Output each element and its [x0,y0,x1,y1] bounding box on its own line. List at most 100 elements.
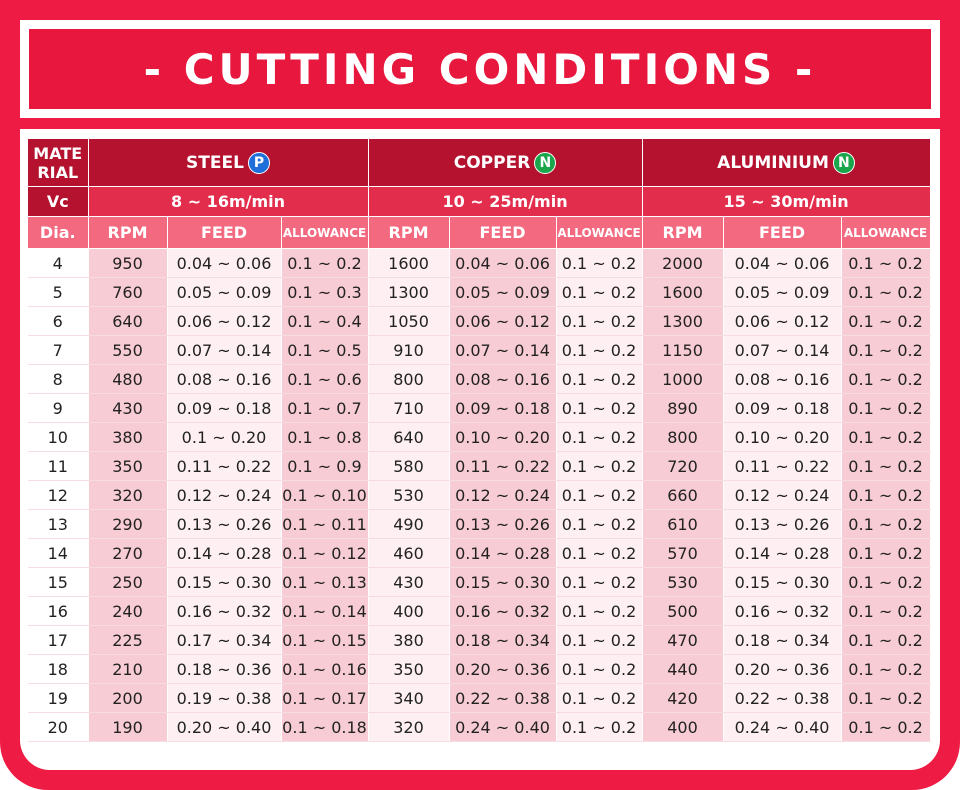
aluminium-feed-cell: 0.12 ~ 0.24 [723,480,842,510]
copper-feed-cell: 0.09 ~ 0.18 [449,393,557,423]
aluminium-feed-cell: 0.05 ~ 0.09 [723,277,842,307]
steel-feed-cell: 0.1 ~ 0.20 [167,422,282,452]
copper-feed-cell: 0.14 ~ 0.28 [449,538,557,568]
copper-feed-cell: 0.10 ~ 0.20 [449,422,557,452]
dia-cell: 6 [28,306,89,336]
aluminium-feed-cell: 0.22 ~ 0.38 [723,683,842,713]
dia-cell: 10 [28,422,89,452]
aluminium-rpm-cell: 470 [642,625,724,655]
copper-rpm-cell: 350 [368,654,450,684]
copper-rpm-cell: 380 [368,625,450,655]
steel-allowance-cell: 0.1 ~ 0.18 [281,712,369,742]
vc-label: Vc [28,186,89,217]
vc-aluminium: 15 ~ 30m/min [642,186,931,217]
table-row: 16 240 0.16 ~ 0.32 0.1 ~ 0.14 400 0.16 ~ 0.32… [28,596,931,626]
steel-feed-cell: 0.07 ~ 0.14 [167,335,282,365]
dia-cell: 5 [28,277,89,307]
copper-feed-cell: 0.07 ~ 0.14 [449,335,557,365]
copper-allowance-cell: 0.1 ~ 0.2 [556,335,643,365]
steel-feed-header: FEED [167,216,282,249]
aluminium-feed-cell: 0.08 ~ 0.16 [723,364,842,394]
dia-cell: 11 [28,451,89,481]
title-inner: - CUTTING CONDITIONS - [29,29,931,109]
copper-feed-cell: 0.12 ~ 0.24 [449,480,557,510]
steel-rpm-cell: 480 [88,364,168,394]
aluminium-rpm-cell: 420 [642,683,724,713]
page-title: - CUTTING CONDITIONS - [143,44,817,94]
table-row: 10 380 0.1 ~ 0.20 0.1 ~ 0.8 640 0.10 ~ 0.20 0.… [28,422,931,452]
aluminium-feed-cell: 0.11 ~ 0.22 [723,451,842,481]
aluminium-rpm-cell: 2000 [642,248,724,278]
copper-feed-cell: 0.18 ~ 0.34 [449,625,557,655]
steel-feed-cell: 0.12 ~ 0.24 [167,480,282,510]
steel-rpm-cell: 270 [88,538,168,568]
copper-allowance-cell: 0.1 ~ 0.2 [556,538,643,568]
steel-feed-cell: 0.13 ~ 0.26 [167,509,282,539]
steel-rpm-cell: 250 [88,567,168,597]
copper-rpm-cell: 910 [368,335,450,365]
aluminium-feed-cell: 0.20 ~ 0.36 [723,654,842,684]
copper-allowance-cell: 0.1 ~ 0.2 [556,364,643,394]
copper-allowance-cell: 0.1 ~ 0.2 [556,712,643,742]
dia-cell: 14 [28,538,89,568]
aluminium-feed-cell: 0.13 ~ 0.26 [723,509,842,539]
table-row: 8 480 0.08 ~ 0.16 0.1 ~ 0.6 800 0.08 ~ 0.16 0.… [28,364,931,394]
material-aluminium: ALUMINIUM N [642,139,931,187]
aluminium-rpm-cell: 400 [642,712,724,742]
aluminium-allowance-cell: 0.1 ~ 0.2 [841,654,931,684]
aluminium-rpm-cell: 890 [642,393,724,423]
aluminium-feed-cell: 0.16 ~ 0.32 [723,596,842,626]
aluminium-allowance-cell: 0.1 ~ 0.2 [841,335,931,365]
steel-feed-cell: 0.17 ~ 0.34 [167,625,282,655]
aluminium-allowance-cell: 0.1 ~ 0.2 [841,422,931,452]
table-row: 15 250 0.15 ~ 0.30 0.1 ~ 0.13 430 0.15 ~ 0.30… [28,567,931,597]
aluminium-allowance-cell: 0.1 ~ 0.2 [841,393,931,423]
steel-feed-cell: 0.19 ~ 0.38 [167,683,282,713]
steel-rpm-cell: 640 [88,306,168,336]
material-label: MATE RIAL [28,139,89,187]
copper-grade-badge: N [534,151,557,174]
aluminium-feed-cell: 0.04 ~ 0.06 [723,248,842,278]
steel-feed-cell: 0.06 ~ 0.12 [167,306,282,336]
steel-rpm-cell: 380 [88,422,168,452]
copper-feed-cell: 0.16 ~ 0.32 [449,596,557,626]
steel-allowance-cell: 0.1 ~ 0.10 [281,480,369,510]
table-row: 7 550 0.07 ~ 0.14 0.1 ~ 0.5 910 0.07 ~ 0.14 0.… [28,335,931,365]
steel-feed-cell: 0.11 ~ 0.22 [167,451,282,481]
steel-rpm-header: RPM [88,216,168,249]
aluminium-rpm-cell: 720 [642,451,724,481]
aluminium-rpm-cell: 1300 [642,306,724,336]
copper-feed-header: FEED [449,216,557,249]
table-row: 6 640 0.06 ~ 0.12 0.1 ~ 0.4 1050 0.06 ~ 0.12 0… [28,306,931,336]
aluminium-allowance-cell: 0.1 ~ 0.2 [841,451,931,481]
table-row: 17 225 0.17 ~ 0.34 0.1 ~ 0.15 380 0.18 ~ 0.34… [28,625,931,655]
aluminium-rpm-cell: 1150 [642,335,724,365]
dia-cell: 8 [28,364,89,394]
aluminium-rpm-cell: 570 [642,538,724,568]
steel-rpm-cell: 950 [88,248,168,278]
aluminium-allowance-cell: 0.1 ~ 0.2 [841,625,931,655]
table-row: 13 290 0.13 ~ 0.26 0.1 ~ 0.11 490 0.13 ~ 0.26… [28,509,931,539]
dia-cell: 15 [28,567,89,597]
copper-feed-cell: 0.11 ~ 0.22 [449,451,557,481]
dia-cell: 20 [28,712,89,742]
steel-allowance-header: ALLOWANCE [281,216,369,249]
copper-feed-cell: 0.04 ~ 0.06 [449,248,557,278]
steel-rpm-cell: 290 [88,509,168,539]
aluminium-allowance-cell: 0.1 ~ 0.2 [841,509,931,539]
copper-allowance-cell: 0.1 ~ 0.2 [556,393,643,423]
copper-allowance-cell: 0.1 ~ 0.2 [556,277,643,307]
aluminium-feed-cell: 0.10 ~ 0.20 [723,422,842,452]
aluminium-rpm-cell: 1600 [642,277,724,307]
steel-allowance-cell: 0.1 ~ 0.15 [281,625,369,655]
steel-feed-cell: 0.04 ~ 0.06 [167,248,282,278]
copper-rpm-cell: 1050 [368,306,450,336]
steel-rpm-cell: 350 [88,451,168,481]
dia-cell: 13 [28,509,89,539]
copper-rpm-cell: 400 [368,596,450,626]
table-container: MATE RIAL STEEL P COPPER N ALUMINIUM N Vc 8 … [20,129,940,770]
dia-cell: 18 [28,654,89,684]
aluminium-rpm-cell: 440 [642,654,724,684]
copper-allowance-cell: 0.1 ~ 0.2 [556,567,643,597]
steel-allowance-cell: 0.1 ~ 0.7 [281,393,369,423]
